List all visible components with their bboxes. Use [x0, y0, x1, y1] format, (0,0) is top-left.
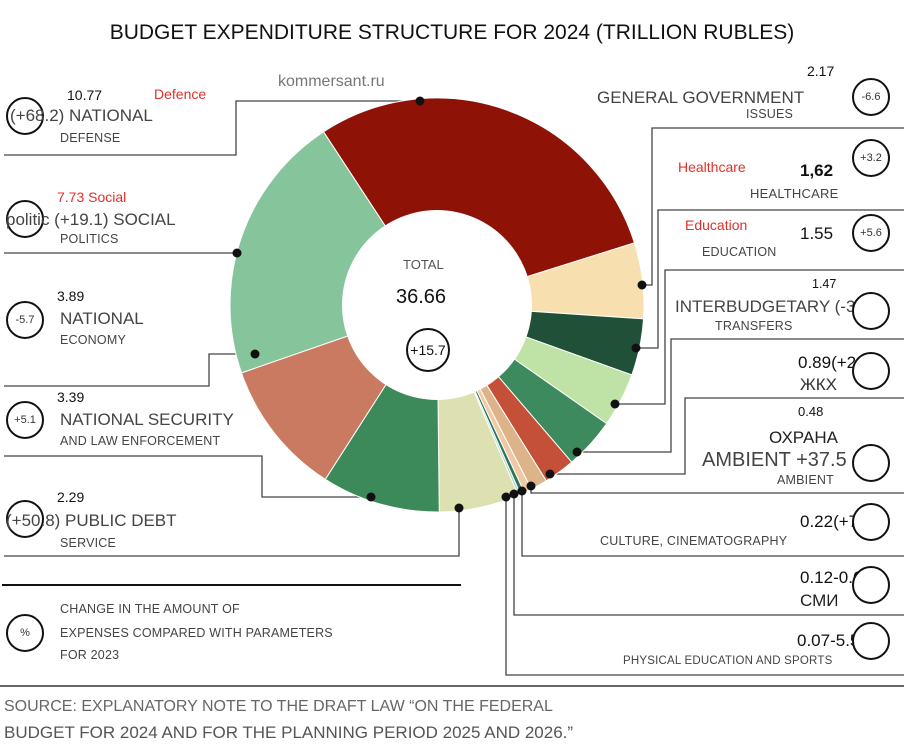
economy-change-badge: -5.7 [6, 301, 44, 339]
ambient-label: AMBIENT +37.5 [702, 449, 847, 471]
healthcare-sublabel: HEALTHCARE [750, 186, 839, 201]
footer-source-line-2: BUDGET FOR 2024 AND FOR THE PLANNING PER… [4, 723, 574, 742]
leader-dots [232, 96, 647, 513]
dot-security [366, 492, 376, 502]
security-change-badge: +5.1 [6, 401, 44, 439]
source-tag: kommersant.ru [278, 73, 385, 90]
economy-sublabel: ECONOMY [60, 333, 126, 347]
sports-change-badge [852, 622, 890, 660]
dot-debt [454, 503, 464, 513]
dot-culture [517, 486, 527, 496]
education-sublabel: EDUCATION [702, 245, 777, 259]
culture-change-badge [852, 503, 890, 541]
smi-value: 0.12-0.6 [800, 568, 863, 587]
legend-line-1: CHANGE IN THE AMOUNT OF [60, 602, 240, 616]
economy-label: NATIONAL [60, 309, 144, 328]
education-change-badge: +5.6 [852, 214, 890, 252]
general-sublabel: ISSUES [746, 107, 794, 121]
ambient-change-badge [852, 444, 890, 482]
donut-hole [342, 210, 532, 400]
healthcare-value: 1,62 [800, 161, 834, 180]
defense-sublabel: DEFENSE [60, 131, 121, 145]
legend-line-2: EXPENSES COMPARED WITH PARAMETERS [60, 626, 333, 640]
dot-sports [501, 492, 511, 502]
general-label: GENERAL GOVERNMENT [597, 88, 805, 107]
transfers-value: 1.47 [812, 277, 837, 291]
ambient-label-ru: ОХРАНА [769, 428, 838, 447]
debt-change-badge [6, 500, 44, 538]
education-value: 1.55 [800, 224, 834, 243]
economy-value: 3.89 [57, 288, 85, 304]
social-label: politic (+19.1) SOCIAL [6, 210, 176, 229]
dot-economy [250, 349, 260, 359]
culture-sublabel: CULTURE, CINEMATOGRAPHY [600, 534, 788, 548]
social-value: 7.73 Social [57, 189, 127, 205]
defense-label: (+68.2) NATIONAL [10, 106, 153, 125]
dot-transfers [572, 447, 582, 457]
dot-education [610, 399, 620, 409]
zhkh-sublabel: ЖКХ [800, 375, 837, 394]
social-sublabel: POLITICS [60, 232, 119, 246]
dot-general [637, 280, 647, 290]
sports-value: 0.07-5.5 [797, 631, 860, 650]
ambient-value: 0.48 [798, 404, 824, 419]
total-value: 36.66 [396, 286, 447, 308]
education-tag: Education [685, 217, 748, 233]
defense-value: 10.77 [67, 87, 103, 103]
social-change-badge [6, 200, 44, 238]
sports-sublabel: PHYSICAL EDUCATION AND SPORTS [623, 655, 833, 667]
dot-smi [509, 489, 519, 499]
healthcare-tag: Healthcare [678, 159, 746, 175]
legend-percent-badge: % [6, 614, 44, 652]
smi-change-badge [852, 566, 890, 604]
debt-label: (+50.8) PUBLIC DEBT [6, 511, 177, 530]
footer-source-line-1: SOURCE: EXPLANATORY NOTE TO THE DRAFT LA… [4, 698, 553, 715]
total-label: TOTAL [403, 257, 444, 272]
defense-change-badge [6, 97, 44, 135]
debt-sublabel: SERVICE [60, 536, 117, 550]
dot-ambient [526, 481, 536, 491]
zhkh-change-badge [852, 352, 890, 390]
legend-line-3: FOR 2023 [60, 648, 120, 662]
dot-social [232, 248, 242, 258]
total-change-badge: +15.7 [406, 328, 450, 372]
security-sublabel: AND LAW ENFORCEMENT [60, 434, 221, 448]
healthcare-change-badge: +3.2 [852, 139, 890, 177]
security-label: NATIONAL SECURITY [60, 410, 234, 429]
slice-0 [322, 97, 636, 306]
chart-title: BUDGET EXPENDITURE STRUCTURE FOR 2024 (T… [109, 21, 795, 44]
security-value: 3.39 [57, 389, 85, 405]
transfers-label: INTERBUDGETARY (-3.7 [675, 297, 870, 316]
smi-sublabel: СМИ [800, 591, 839, 610]
general-value: 2.17 [807, 63, 835, 79]
defense-tag: Defence [154, 86, 207, 102]
transfers-change-badge [852, 292, 890, 330]
debt-value: 2.29 [57, 489, 85, 505]
dot-defense [415, 96, 425, 106]
dot-healthcare [631, 343, 641, 353]
ambient-sublabel: AMBIENT [777, 473, 834, 487]
transfers-sublabel: TRANSFERS [715, 319, 793, 333]
dot-zhkh [545, 469, 555, 479]
general-change-badge: -6.6 [852, 78, 890, 116]
